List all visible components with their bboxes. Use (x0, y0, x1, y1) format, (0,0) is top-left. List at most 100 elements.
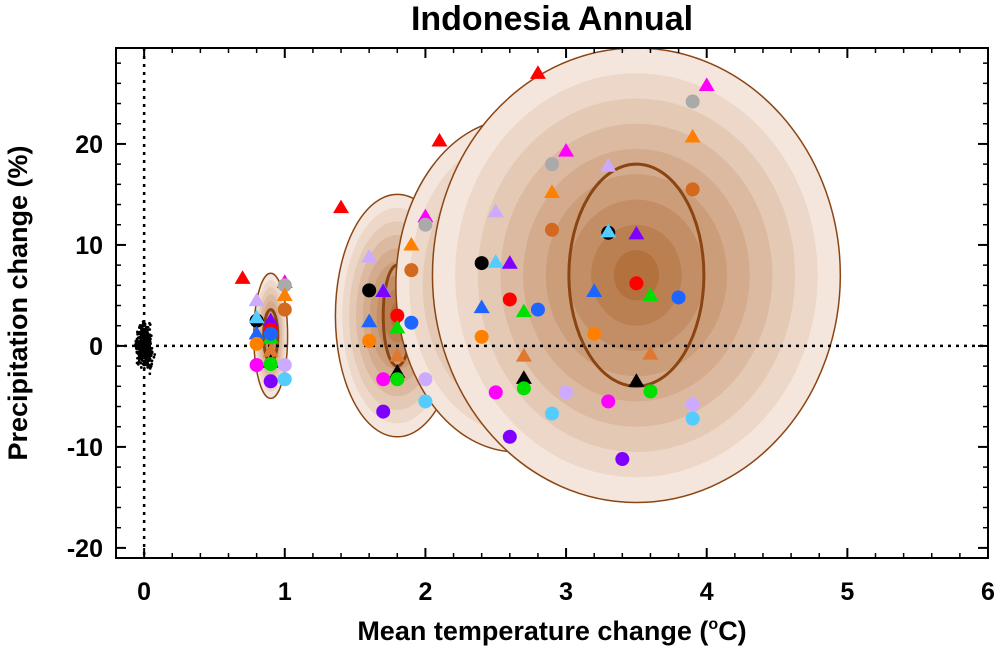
circle-marker (643, 384, 658, 399)
triangle-marker (487, 203, 504, 218)
circle-marker (587, 326, 602, 341)
triangle-marker (558, 143, 575, 157)
variability-dot (148, 340, 152, 343)
variability-dot (134, 343, 137, 347)
ellipses-layer (253, 48, 842, 504)
variability-dot (141, 330, 144, 334)
triangle-marker (473, 299, 490, 314)
variability-dot (146, 345, 150, 349)
circle-marker (390, 372, 405, 387)
variability-dot (146, 349, 150, 353)
circle-marker (488, 385, 503, 400)
triangle-marker (262, 342, 279, 357)
circle-marker (418, 217, 433, 232)
variability-dot (134, 339, 138, 343)
x-tick-label: 1 (278, 578, 292, 606)
variability-dot (146, 365, 150, 369)
circle-marker (376, 372, 391, 387)
ticks-layer: 0 1 2 3 4 5 6 -20 -10 0 10 20 (67, 48, 995, 606)
circle-marker (502, 292, 517, 307)
variability-dot (143, 323, 147, 327)
points-layer (234, 65, 715, 467)
variability-dot (137, 360, 141, 364)
variability-dot (143, 351, 147, 355)
triangle-marker (234, 270, 251, 284)
variability-dot (152, 355, 156, 359)
circle-marker (418, 394, 433, 409)
variability-dot (142, 356, 146, 360)
triangle-marker (389, 319, 406, 334)
triangle-marker (586, 283, 603, 297)
natural-variability-cloud (134, 320, 157, 376)
circle-marker (601, 394, 616, 409)
plot-frame (115, 47, 989, 559)
variability-dot (139, 366, 143, 369)
triangle-marker (361, 313, 378, 328)
variability-dot (148, 321, 151, 325)
variability-dot (140, 343, 144, 347)
triangle-marker (333, 199, 350, 214)
variability-dot (146, 353, 150, 356)
triangle-marker (487, 254, 504, 268)
y-axis-label: Precipitation change (%) (3, 145, 33, 460)
triangle-marker (600, 158, 617, 172)
triangle-marker (515, 303, 532, 318)
variability-dot (146, 325, 150, 329)
triangle-marker (248, 292, 265, 307)
y-tick-label: 20 (75, 131, 103, 159)
triangle-marker (628, 225, 645, 240)
circle-marker (362, 333, 377, 348)
triangle-marker (403, 236, 420, 251)
circle-marker (263, 326, 278, 341)
variability-dot (153, 353, 157, 356)
variability-dot (143, 363, 147, 367)
variability-dot (148, 372, 152, 376)
circle-marker (474, 329, 489, 344)
variability-dot (143, 341, 147, 344)
triangle-marker (600, 223, 617, 238)
variability-dot (148, 350, 152, 353)
y-tick-label: -20 (67, 535, 103, 563)
circle-marker (376, 404, 391, 419)
variability-dot (142, 332, 146, 336)
circle-marker (502, 429, 517, 444)
triangle-marker (375, 283, 392, 297)
variability-dot (141, 337, 145, 341)
circle-marker (545, 157, 559, 172)
circle-marker (263, 357, 278, 372)
triangle-marker (684, 128, 701, 143)
variability-dot (136, 336, 140, 340)
variability-dot (140, 325, 144, 329)
variability-dot (139, 339, 143, 343)
variability-dot (146, 355, 150, 359)
triangle-marker (501, 255, 518, 269)
variability-dot (136, 356, 139, 360)
y-tick-label: -10 (67, 434, 103, 462)
variability-dot (146, 358, 150, 361)
circle-marker (474, 256, 489, 271)
ellipse-3-band-8 (613, 249, 660, 301)
circle-marker (685, 411, 700, 426)
circle-marker (685, 182, 700, 197)
circle-marker (249, 358, 264, 373)
x-tick-label: 4 (700, 578, 714, 606)
circle-marker (249, 336, 264, 351)
circle-marker (277, 372, 292, 387)
circle-marker (277, 302, 292, 317)
x-tick-label: 3 (559, 578, 573, 606)
circle-marker (629, 276, 644, 291)
variability-dot (144, 325, 148, 329)
chart-title: Indonesia Annual (411, 0, 693, 38)
circle-marker (277, 358, 292, 373)
triangle-marker (628, 373, 645, 387)
x-tick-label: 5 (840, 578, 854, 606)
triangle-marker (698, 77, 715, 91)
triangle-marker (361, 249, 378, 263)
variability-dot (145, 329, 148, 333)
y-tick-label: 10 (75, 232, 103, 260)
variability-dot (136, 332, 140, 335)
x-axis-label: Mean temperature change (oC) (357, 616, 746, 646)
triangle-marker (529, 65, 546, 79)
variability-dot (138, 347, 142, 351)
x-tick-label: 2 (418, 578, 432, 606)
